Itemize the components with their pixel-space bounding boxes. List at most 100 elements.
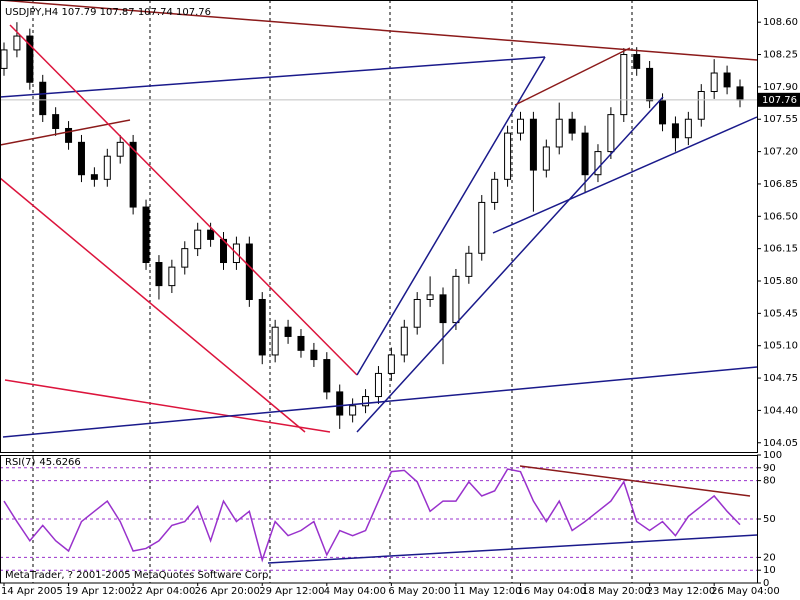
candle-body (13, 35, 21, 51)
y-tick-label: 0 (763, 578, 769, 589)
candle-body (594, 151, 602, 176)
candle-body (659, 100, 667, 125)
current-price-box (758, 92, 800, 107)
current-price-label: 107.76 (762, 95, 797, 106)
candle-body (26, 35, 34, 83)
candle-body (529, 118, 537, 171)
candle-body (323, 359, 331, 393)
y-tick-label: 105.10 (763, 341, 798, 352)
y-tick-label: 104.75 (763, 373, 798, 384)
x-tick-label: 4 May 04:00 (324, 586, 386, 597)
y-tick-label: 104.40 (763, 405, 798, 416)
y-tick-label: 106.85 (763, 179, 798, 190)
candle-body (400, 326, 408, 356)
candle-body (284, 326, 292, 337)
y-tick-label: 105.45 (763, 308, 798, 319)
candle-body (697, 91, 705, 120)
candle-body (633, 54, 641, 69)
candle-body (245, 243, 253, 300)
candle-body (39, 81, 47, 116)
candle-body (516, 118, 524, 134)
candle-body (65, 127, 73, 143)
x-tick-label: 26 Apr 20:00 (195, 586, 260, 597)
x-tick-label: 23 May 12:00 (647, 586, 716, 597)
x-tick-label: 18 May 20:00 (582, 586, 651, 597)
candle-body (362, 396, 370, 407)
indicator-name: RSI(7) (5, 457, 36, 468)
candle-body (142, 206, 150, 264)
candle-body (194, 229, 202, 250)
candle-body (310, 349, 318, 361)
x-tick-label: 11 May 12:00 (453, 586, 522, 597)
candle-body (103, 155, 111, 180)
candle-body (387, 354, 395, 374)
y-tick-label: 106.15 (763, 244, 798, 255)
y-tick-label: 108.60 (763, 17, 798, 28)
candle-body (568, 118, 576, 134)
candle-body (258, 298, 266, 356)
candle-body (181, 248, 189, 268)
candle-body (77, 141, 85, 176)
y-tick-label: 107.55 (763, 114, 798, 125)
candle-body (129, 141, 137, 208)
candle-body (413, 298, 421, 328)
candle-body (374, 372, 382, 398)
y-tick-label: 90 (763, 463, 776, 474)
y-tick-label: 10 (763, 565, 776, 576)
y-tick-label: 107.90 (763, 82, 798, 93)
candle-body (478, 201, 486, 254)
candle-body (168, 266, 176, 287)
x-tick-label: 22 Apr 04:00 (130, 586, 195, 597)
candle-body (671, 123, 679, 139)
candle-body (684, 118, 692, 139)
candle-body (607, 114, 615, 153)
candle-body (0, 49, 8, 69)
y-tick-label: 50 (763, 514, 776, 525)
chart-title: USDJPY,H4 107.79 107.87 107.74 107.76 (5, 7, 211, 18)
candle-body (723, 72, 731, 88)
candle-body (710, 72, 718, 93)
candle-body (736, 86, 744, 101)
candle-body (207, 229, 215, 240)
x-tick-label: 26 May 04:00 (711, 586, 780, 597)
candle-body (116, 141, 124, 157)
rsi-line (3, 468, 741, 563)
candle-body (491, 178, 499, 203)
x-tick-label: 16 May 04:00 (517, 586, 586, 597)
y-tick-label: 20 (763, 552, 776, 563)
y-tick-label: 100 (763, 450, 782, 461)
y-tick-label: 105.80 (763, 276, 798, 287)
x-tick-label: 6 May 20:00 (388, 586, 450, 597)
candle-body (90, 174, 98, 180)
candle-body (155, 262, 163, 287)
candle-body (52, 114, 60, 129)
y-tick-label: 80 (763, 476, 776, 487)
candle-body (465, 252, 473, 277)
candle-body (336, 391, 344, 416)
period-separators (32, 0, 633, 583)
footer: MetaTrader, ? 2001-2005 MetaQuotes Softw… (5, 570, 271, 581)
y-tick-label: 104.05 (763, 438, 798, 449)
y-tick-label: 106.50 (763, 211, 798, 222)
y-tick-label: 107.20 (763, 147, 798, 158)
candle-body (297, 335, 305, 351)
candle-body (581, 132, 589, 176)
candle-body (349, 405, 357, 416)
candle-body (620, 54, 628, 116)
indicator-value: 45.6266 (39, 457, 80, 468)
candle-body (271, 326, 279, 356)
candle-body (439, 294, 447, 324)
candle-body (426, 294, 434, 300)
trendlines (0, 0, 758, 564)
candle-body (646, 67, 654, 102)
candle-body (542, 146, 550, 171)
x-tick-label: 19 Apr 12:00 (66, 586, 131, 597)
candle-body (452, 275, 460, 324)
candle-body (504, 132, 512, 180)
y-tick-label: 108.25 (763, 50, 798, 61)
x-tick-label: 29 Apr 12:00 (259, 586, 324, 597)
candle-body (555, 118, 563, 148)
x-tick-label: 14 Apr 2005 (1, 586, 63, 597)
